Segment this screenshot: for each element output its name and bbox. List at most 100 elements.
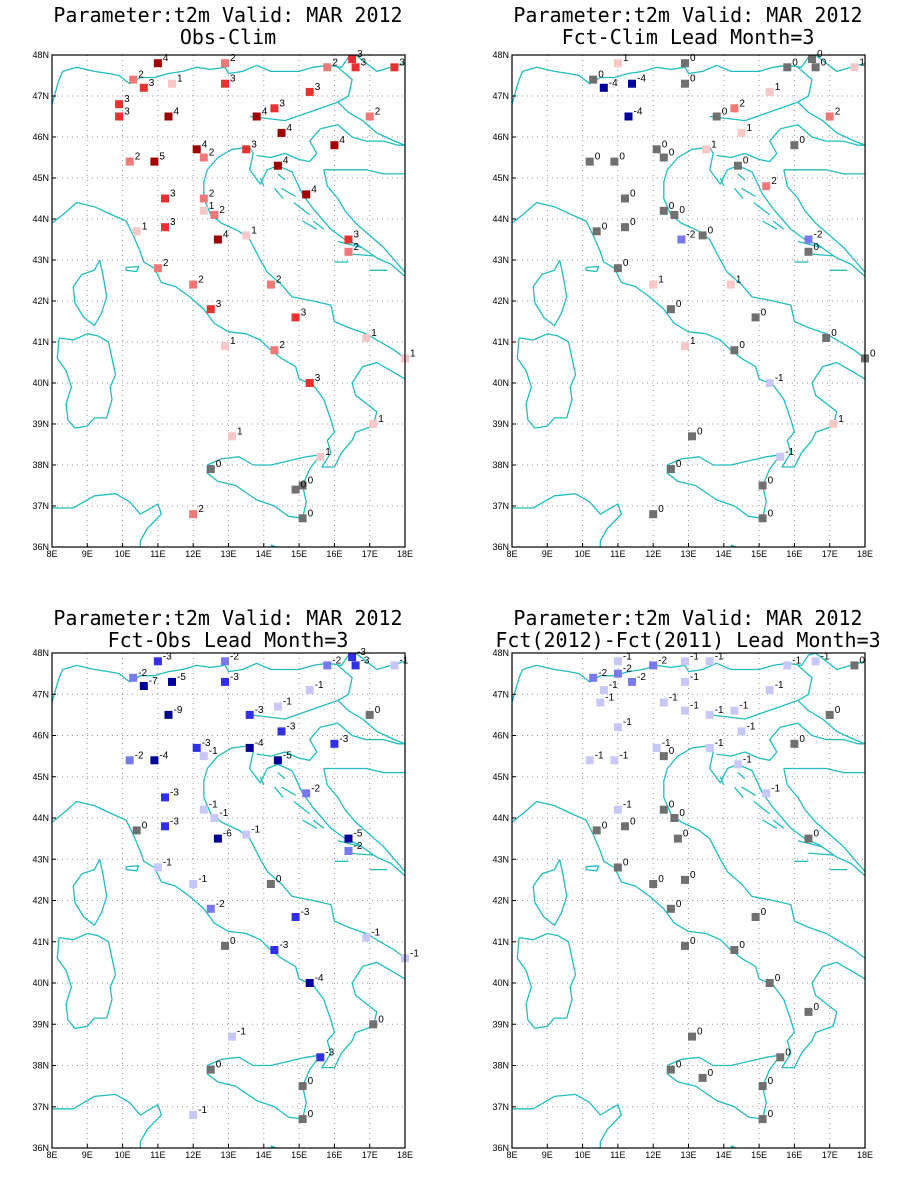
station-value-label: 2 xyxy=(138,70,144,81)
lat-tick-label: 38N xyxy=(492,1061,509,1071)
station-marker xyxy=(206,904,215,913)
lat-tick-label: 39N xyxy=(32,1019,49,1029)
station-value-label: 3 xyxy=(170,189,176,200)
map-panel: Parameter:t2m Valid: MAR 2012Obs-Clim234… xyxy=(32,3,416,559)
station-marker xyxy=(681,941,689,950)
lon-tick-label: 10E xyxy=(575,549,591,559)
station-marker xyxy=(199,206,208,215)
station-marker xyxy=(783,63,792,72)
station-value-label: 0 xyxy=(662,139,668,150)
station-value-label: 0 xyxy=(669,201,675,212)
lat-tick-label: 36N xyxy=(492,1143,509,1153)
station-value-label: 1 xyxy=(658,275,664,286)
station-value-label: -3 xyxy=(230,672,239,683)
station-value-label: 3 xyxy=(230,74,236,85)
station-marker xyxy=(316,452,325,461)
station-marker xyxy=(751,313,760,322)
lon-tick-label: 8E xyxy=(506,1150,517,1160)
station-value-label: -1 xyxy=(399,655,408,666)
station-value-label: 0 xyxy=(739,940,745,951)
station-marker xyxy=(628,79,636,88)
station-value-label: 3 xyxy=(124,107,130,118)
station-marker xyxy=(242,145,251,154)
station-marker xyxy=(585,756,594,765)
lat-tick-label: 44N xyxy=(32,214,49,224)
station-marker xyxy=(783,661,792,670)
station-value-label: 2 xyxy=(198,504,204,515)
station-marker xyxy=(659,805,668,814)
station-value-label: 0 xyxy=(216,459,222,470)
station-marker xyxy=(730,706,739,715)
station-value-label: 0 xyxy=(308,1109,314,1120)
lat-tick-label: 36N xyxy=(32,1143,49,1153)
station-marker xyxy=(628,677,636,686)
lat-tick-label: 45N xyxy=(32,173,49,183)
lat-tick-label: 40N xyxy=(492,378,509,388)
station-marker xyxy=(762,182,771,191)
lat-tick-label: 48N xyxy=(492,648,509,658)
station-marker xyxy=(610,157,619,166)
station-marker xyxy=(199,752,208,761)
station-value-label: 2 xyxy=(375,107,381,118)
station-marker xyxy=(698,1073,707,1082)
station-value-label: 0 xyxy=(679,205,685,216)
station-value-label: 0 xyxy=(676,299,682,310)
station-marker xyxy=(659,206,668,215)
station-value-label: 0 xyxy=(676,459,682,470)
station-value-label: -4 xyxy=(637,74,646,85)
lat-tick-label: 38N xyxy=(32,1061,49,1071)
station-marker xyxy=(808,55,816,64)
station-marker xyxy=(221,59,229,68)
station-value-label: 0 xyxy=(658,874,664,885)
station-marker xyxy=(305,686,314,695)
lat-tick-label: 42N xyxy=(492,296,509,306)
lat-tick-label: 38N xyxy=(492,460,509,470)
station-value-label: 0 xyxy=(619,152,625,163)
station-value-label: -3 xyxy=(325,1047,334,1058)
lon-tick-label: 16E xyxy=(786,549,802,559)
station-marker xyxy=(733,760,742,769)
station-value-label: 1 xyxy=(838,414,844,425)
lon-tick-label: 18E xyxy=(857,549,873,559)
station-marker xyxy=(758,481,767,490)
station-marker xyxy=(213,834,222,843)
station-value-label: 0 xyxy=(831,328,837,339)
station-marker xyxy=(221,79,229,88)
station-value-label: 0 xyxy=(630,189,636,200)
station-value-label: -1 xyxy=(623,651,632,662)
station-value-label: 0 xyxy=(630,217,636,228)
station-marker xyxy=(305,979,314,987)
station-value-label: -1 xyxy=(739,701,748,712)
station-value-label: 0 xyxy=(683,829,689,840)
station-value-label: -1 xyxy=(198,874,207,885)
lat-tick-label: 36N xyxy=(492,542,509,552)
panel-subtitle: Fct-Clim Lead Month=3 xyxy=(562,25,815,49)
station-value-label: 1 xyxy=(736,275,742,286)
station-marker xyxy=(199,153,208,162)
station-value-label: 2 xyxy=(354,242,360,253)
station-marker xyxy=(765,379,774,387)
station-value-label: -5 xyxy=(177,672,186,683)
station-marker xyxy=(811,63,820,72)
lon-tick-label: 14E xyxy=(716,1150,732,1160)
station-value-label: 0 xyxy=(630,816,636,827)
station-marker xyxy=(150,157,159,166)
station-value-label: -2 xyxy=(354,841,363,852)
station-value-label: 0 xyxy=(690,870,696,881)
station-value-label: -9 xyxy=(174,705,183,716)
station-marker xyxy=(210,210,219,219)
station-marker xyxy=(139,83,148,92)
station-marker xyxy=(362,933,371,942)
panel-subtitle: Obs-Clim xyxy=(180,25,276,49)
station-value-label: -1 xyxy=(623,800,632,811)
station-marker xyxy=(790,141,799,150)
station-value-label: 1 xyxy=(371,328,377,339)
lon-tick-label: 13E xyxy=(220,1150,236,1160)
station-marker xyxy=(164,710,173,719)
station-value-label: 0 xyxy=(676,1060,682,1071)
station-marker xyxy=(758,1082,767,1091)
station-marker xyxy=(221,342,229,351)
lat-tick-label: 44N xyxy=(492,214,509,224)
station-marker xyxy=(298,1115,307,1124)
